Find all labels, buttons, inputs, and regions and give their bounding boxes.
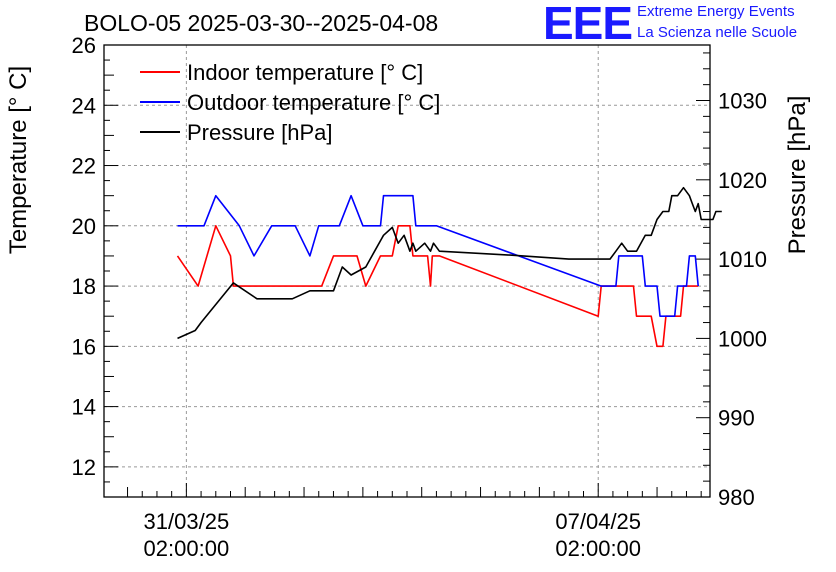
y2-tick-label: 1000 <box>718 326 767 351</box>
eee-logo: EEE <box>543 0 633 49</box>
y2-tick-label: 1010 <box>718 247 767 272</box>
chart-title: BOLO-05 2025-03-30--2025-04-08 <box>84 10 439 36</box>
y2-tick-label: 1020 <box>718 168 767 193</box>
y-tick-label: 22 <box>72 154 96 179</box>
series-line-3 <box>177 186 722 340</box>
left-axis-ticks: 12 14 16 18 20 22 24 26 <box>72 33 118 498</box>
y-tick-label: 12 <box>72 455 96 480</box>
right-axis-ticks: 980 990 1000 1010 1020 1030 <box>696 52 767 510</box>
x-tick-label-date: 07/04/25 <box>555 509 641 534</box>
legend: Indoor temperature [° C] Outdoor temperat… <box>140 60 440 145</box>
logo-text-line2: La Scienza nelle Scuole <box>637 24 798 41</box>
y-tick-label: 16 <box>72 334 96 359</box>
series-line-2 <box>177 194 699 318</box>
y2-tick-label: 980 <box>718 485 755 510</box>
x-tick-label-date: 31/03/25 <box>144 509 230 534</box>
y-tick-label: 14 <box>72 395 96 420</box>
x-tick-label-time: 02:00:00 <box>555 536 641 561</box>
y-tick-label: 26 <box>72 33 96 58</box>
legend-label-3: Pressure [hPa] <box>187 120 333 145</box>
y-axis-label: Temperature [° C] <box>5 66 32 254</box>
y2-tick-label: 1030 <box>718 89 767 114</box>
logo-text-line1: Extreme Energy Events <box>637 3 795 20</box>
y2-tick-label: 990 <box>718 406 755 431</box>
x-tick-label-time: 02:00:00 <box>144 536 230 561</box>
y-tick-label: 24 <box>72 93 96 118</box>
y-tick-label: 18 <box>72 274 96 299</box>
legend-label-2: Outdoor temperature [° C] <box>187 90 440 115</box>
legend-label-1: Indoor temperature [° C] <box>187 60 423 85</box>
y-tick-label: 20 <box>72 214 96 239</box>
series-line-1 <box>176 225 699 348</box>
y2-axis-label: Pressure [hPa] <box>784 96 811 255</box>
series-lines <box>176 186 722 348</box>
